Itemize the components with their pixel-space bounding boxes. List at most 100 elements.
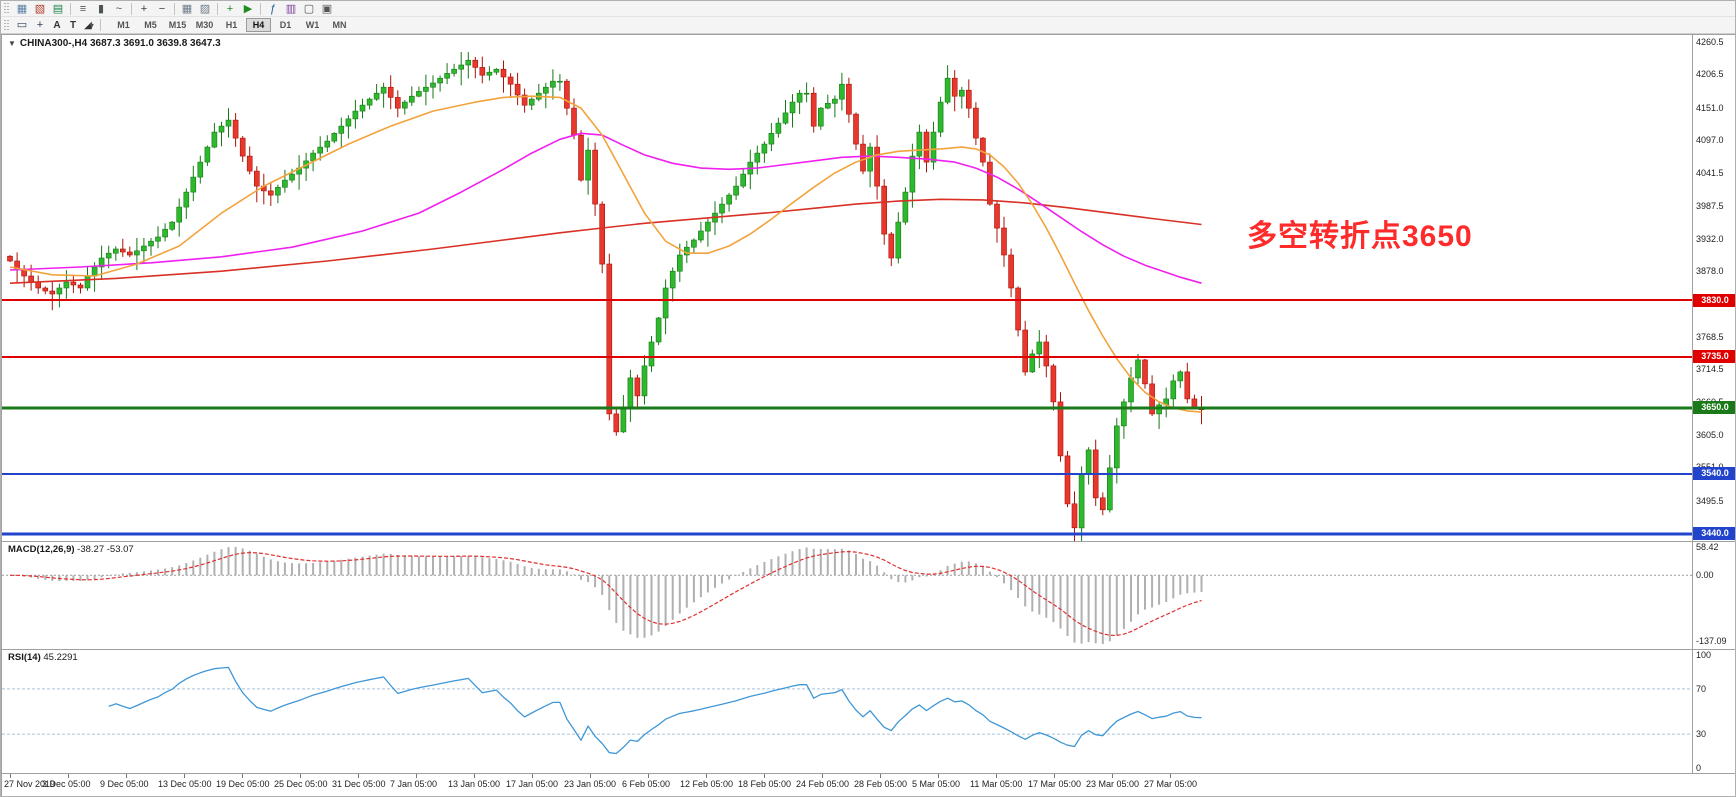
tile-windows-icon[interactable]: ▦ xyxy=(181,2,193,15)
macd-axis-label: 0.00 xyxy=(1696,570,1714,581)
time-axis-label: 28 Feb 05:00 xyxy=(854,779,908,789)
crosshair-icon[interactable]: + xyxy=(36,19,44,31)
draw-tools-button[interactable]: ◢ ▾ xyxy=(81,18,97,32)
timeframe-button-m15[interactable]: M15 xyxy=(168,20,187,30)
chart-line-icon[interactable]: ~ xyxy=(115,2,123,15)
macd-axis-label: 58.42 xyxy=(1696,542,1719,553)
zoom-in-icon[interactable]: + xyxy=(140,2,148,15)
timeframe-button-h4[interactable]: H4 xyxy=(246,18,271,32)
time-axis-label: 6 Feb 05:00 xyxy=(622,779,671,789)
price-axis-label: 3714.5 xyxy=(1696,364,1724,375)
time-tick xyxy=(1112,774,1113,778)
cascade-windows-icon[interactable]: ▨ xyxy=(199,2,211,15)
time-tick xyxy=(938,774,939,778)
zoom-out-icon[interactable]: − xyxy=(158,2,166,15)
full-screen-icon[interactable]: ▢ xyxy=(303,2,315,15)
time-tick xyxy=(1054,774,1055,778)
time-axis-label: 23 Jan 05:00 xyxy=(564,779,617,789)
timeframe-button-mn[interactable]: MN xyxy=(332,20,347,30)
time-tick xyxy=(126,774,127,778)
timeframe-button-w1[interactable]: W1 xyxy=(305,20,320,30)
chart-text-annotation[interactable]: 多空转折点3650 xyxy=(1247,220,1473,253)
timeframe-button-m1[interactable]: M1 xyxy=(117,20,130,30)
rsi-axis[interactable]: 100 70 30 0 xyxy=(1692,650,1735,773)
price-badge-3735.0: 3735.0 xyxy=(1693,350,1735,364)
price-axis-label: 4260.5 xyxy=(1696,36,1724,47)
macd-label: MACD(12,26,9) -38.27 -53.07 xyxy=(8,544,134,555)
time-tick xyxy=(996,774,997,778)
market-watch-icon[interactable]: ▦ xyxy=(16,2,28,15)
macd-panel: MACD(12,26,9) -38.27 -53.07 58.42 0.00 -13… xyxy=(2,541,1735,649)
new-chart-icon[interactable]: ▧ xyxy=(34,2,46,15)
time-axis-label: 17 Jan 05:00 xyxy=(506,779,559,789)
price-badge-3650.0: 3650.0 xyxy=(1693,401,1735,415)
time-tick xyxy=(1170,774,1171,778)
chart-bars-icon[interactable]: ≡ xyxy=(79,2,87,15)
timeframe-button-m30[interactable]: M30 xyxy=(195,20,214,30)
drawing-timeframe-toolbar: ▭ + A T ◢ ▾ M1 M5 M15 M30 H1 H4 D1 W1 MN xyxy=(1,17,1735,34)
candlestick-series xyxy=(7,52,1205,541)
collapse-chart-icon[interactable]: ▼ xyxy=(8,39,16,48)
time-tick xyxy=(10,774,11,778)
toolbar-separator xyxy=(70,2,71,15)
time-axis-label: 3 Dec 05:00 xyxy=(42,779,91,789)
text-label-button[interactable]: A xyxy=(53,19,61,31)
time-axis-label: 17 Mar 05:00 xyxy=(1028,779,1082,789)
rsi-axis-label: 100 xyxy=(1696,650,1712,660)
time-axis-label: 9 Dec 05:00 xyxy=(100,779,149,789)
macd-axis[interactable]: 58.42 0.00 -137.09 xyxy=(1692,542,1735,649)
time-tick xyxy=(590,774,591,778)
time-tick xyxy=(300,774,301,778)
toolbar-drag-handle[interactable] xyxy=(4,19,10,31)
rsi-axis-label: 0 xyxy=(1696,763,1702,773)
timeframe-button-m5[interactable]: M5 xyxy=(144,20,157,30)
chart-title: ▼ CHINA300-,H4 3687.3 3691.0 3639.8 3647.… xyxy=(8,38,221,49)
toolbar-separator xyxy=(217,2,218,15)
price-axis[interactable]: 4260.5 4206.5 4151.0 4097.0 4041.5 3987.5 3932… xyxy=(1692,35,1735,541)
time-axis-label: 24 Feb 05:00 xyxy=(796,779,850,789)
price-axis-label: 3768.5 xyxy=(1696,331,1724,342)
time-tick xyxy=(532,774,533,778)
time-axis[interactable]: 27 Nov 2019 3 Dec 05:00 9 Dec 05:00 13 Dec … xyxy=(2,773,1735,796)
price-panel: ▼ CHINA300-,H4 3687.3 3691.0 3639.8 3647.… xyxy=(2,35,1735,541)
time-axis-label: 19 Dec 05:00 xyxy=(216,779,270,789)
chart-candles-icon[interactable]: ▮ xyxy=(97,2,105,15)
macd-histogram xyxy=(16,547,1203,644)
timeframe-button-h1[interactable]: H1 xyxy=(225,20,238,30)
profiles-icon[interactable]: ▤ xyxy=(52,2,64,15)
price-axis-label: 4097.0 xyxy=(1696,134,1724,145)
rsi-panel: RSI(14) 45.2291 100 70 30 0 xyxy=(2,649,1735,773)
time-tick xyxy=(416,774,417,778)
time-axis-label: 13 Jan 05:00 xyxy=(448,779,501,789)
toolbar-separator xyxy=(131,2,132,15)
time-tick xyxy=(880,774,881,778)
price-axis-label: 3878.0 xyxy=(1696,266,1724,277)
text-button[interactable]: T xyxy=(69,19,77,31)
time-axis-label: 18 Feb 05:00 xyxy=(738,779,792,789)
time-axis-label: 23 Mar 05:00 xyxy=(1086,779,1140,789)
timeframe-button-d1[interactable]: D1 xyxy=(279,20,292,30)
toolbar-drag-handle[interactable] xyxy=(4,3,10,14)
indicators-icon[interactable]: ƒ xyxy=(269,2,277,15)
auto-trading-icon[interactable]: ▶ xyxy=(243,2,253,15)
price-badge-3830.0: 3830.0 xyxy=(1693,293,1735,307)
time-axis-label: 7 Jan 05:00 xyxy=(390,779,438,789)
price-chart-canvas[interactable]: ▼ CHINA300-,H4 3687.3 3691.0 3639.8 3647.… xyxy=(2,35,1692,541)
price-axis-label: 4151.0 xyxy=(1696,102,1724,113)
time-tick xyxy=(184,774,185,778)
print-icon[interactable]: ▣ xyxy=(321,2,333,15)
rsi-axis-label: 70 xyxy=(1696,683,1707,694)
toolbar-separator xyxy=(100,19,101,31)
macd-canvas[interactable]: MACD(12,26,9) -38.27 -53.07 xyxy=(2,542,1692,649)
draw-tools-icon: ◢ xyxy=(84,19,92,31)
time-axis-label: 31 Dec 05:00 xyxy=(332,779,386,789)
time-tick xyxy=(358,774,359,778)
time-axis-label: 5 Mar 05:00 xyxy=(912,779,961,789)
cursor-icon[interactable]: ▭ xyxy=(16,19,28,31)
rsi-canvas[interactable]: RSI(14) 45.2291 xyxy=(2,650,1692,773)
time-axis-label: 13 Dec 05:00 xyxy=(158,779,212,789)
time-axis-label: 25 Dec 05:00 xyxy=(274,779,328,789)
time-tick xyxy=(242,774,243,778)
new-order-icon[interactable]: + xyxy=(226,2,234,15)
templates-icon[interactable]: ▥ xyxy=(285,2,297,15)
